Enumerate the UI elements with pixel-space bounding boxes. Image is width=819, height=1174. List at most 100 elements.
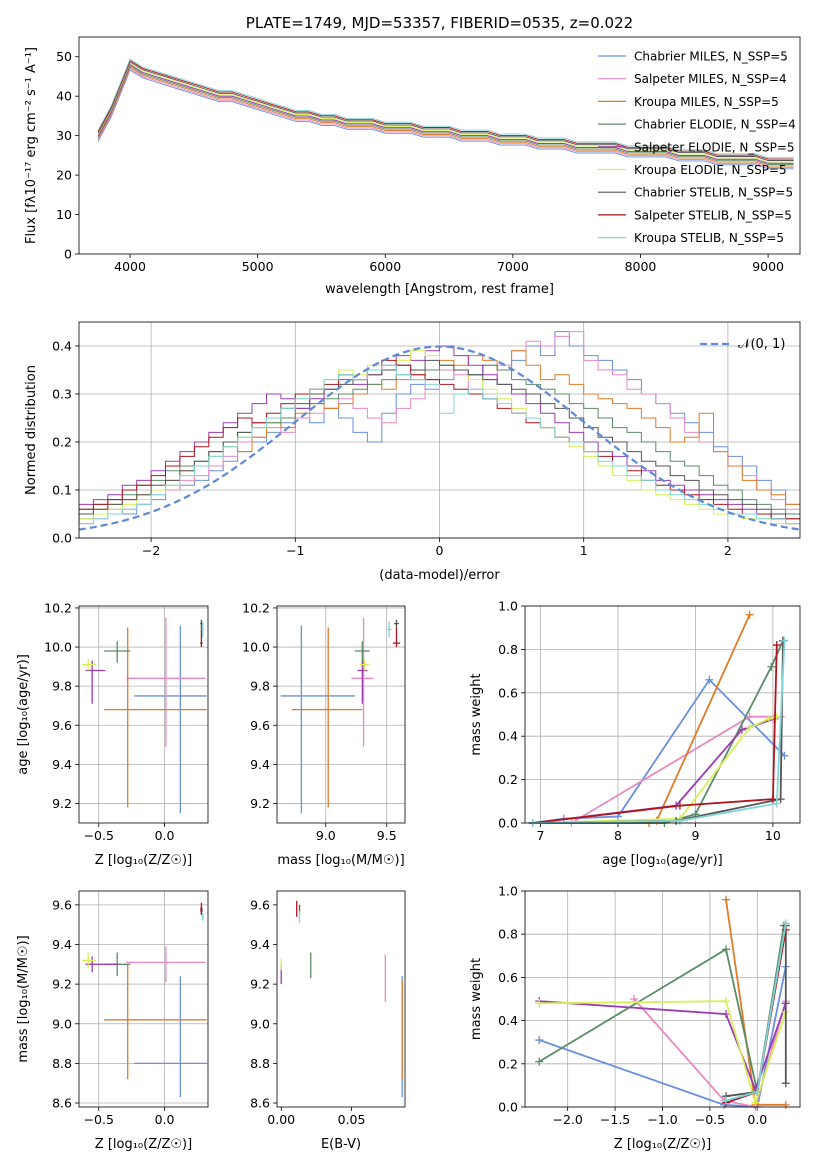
legend-entry: Chabrier MILES, N_SSP=5 bbox=[634, 50, 788, 64]
model-spectrum-line bbox=[97, 58, 794, 159]
y-tick-label: 9.2 bbox=[52, 977, 72, 992]
x-tick-label: −2 bbox=[142, 543, 160, 558]
point-marker bbox=[765, 714, 774, 723]
point-marker bbox=[745, 723, 754, 732]
x-tick-label: −0.5 bbox=[695, 1112, 725, 1127]
panel-5: 7 8 9 10 0.0 0.2 0.4 0.6 0.8 1.0 age [log₁₀(age/yr… bbox=[469, 599, 801, 868]
histogram-step bbox=[79, 364, 800, 538]
panel-7: 0.00 0.05 8.6 8.8 9.0 9.2 9.4 9.6 E(B-V) bbox=[250, 890, 406, 1152]
mass-weight-plot bbox=[535, 895, 790, 1111]
x-tick-label: −0.5 bbox=[84, 828, 114, 843]
y-tick-label: 9.4 bbox=[52, 757, 72, 772]
x-axis-label: Z [log₁₀(Z/Z☉)] bbox=[95, 1137, 192, 1152]
x-tick-label: 7000 bbox=[497, 259, 529, 274]
errorbar-point bbox=[85, 660, 106, 704]
point-marker bbox=[772, 799, 781, 808]
x-tick-label: 10 bbox=[765, 828, 781, 843]
histogram-step bbox=[79, 359, 800, 538]
y-tick-label: 10.0 bbox=[242, 640, 270, 655]
y-tick-label: 9.0 bbox=[250, 1016, 270, 1031]
point-marker bbox=[675, 816, 684, 825]
y-tick-label: 10.2 bbox=[44, 600, 72, 615]
point-marker bbox=[722, 1096, 731, 1105]
mass-weight-line bbox=[633, 998, 787, 1109]
y-tick-label: 9.4 bbox=[250, 937, 270, 952]
point-marker bbox=[781, 1100, 790, 1109]
errorbar-point bbox=[200, 627, 203, 648]
model-spectrum-line bbox=[97, 66, 794, 167]
errorbar-point bbox=[126, 946, 206, 983]
legend-entry: Salpeter MILES, N_SSP=4 bbox=[634, 72, 787, 86]
point-marker bbox=[535, 1036, 544, 1045]
x-axis-label: mass [log₁₀(M/M☉)] bbox=[277, 853, 404, 868]
point-marker bbox=[781, 1079, 790, 1088]
point-marker bbox=[675, 801, 684, 810]
y-tick-label: 9.6 bbox=[250, 897, 270, 912]
mass-weight-line bbox=[725, 899, 786, 1106]
y-tick-label: 9.4 bbox=[52, 937, 72, 952]
errorbar-point bbox=[134, 976, 207, 1098]
point-marker bbox=[705, 675, 714, 684]
y-tick-label: 8.8 bbox=[250, 1056, 270, 1071]
model-spectrum-line bbox=[97, 68, 794, 168]
y-tick-label: 9.0 bbox=[52, 1016, 72, 1031]
model-spectrum-line bbox=[97, 63, 794, 164]
x-tick-label: 9.5 bbox=[377, 828, 397, 843]
mass-weight-line bbox=[539, 1000, 787, 1106]
x-tick-label: 2 bbox=[724, 543, 732, 558]
y-tick-label: 0.0 bbox=[52, 531, 72, 546]
y-tick-label: 8.6 bbox=[52, 1096, 72, 1111]
errorbar-point bbox=[104, 964, 207, 1080]
y-tick-label: 9.2 bbox=[250, 796, 270, 811]
errorbar-point bbox=[104, 627, 207, 808]
legend-entry: Kroupa MILES, N_SSP=5 bbox=[634, 95, 779, 109]
y-tick-label: 1.0 bbox=[498, 599, 518, 614]
y-axis-label: Flux [fλ10⁻¹⁷ erg cm⁻² s⁻¹ A⁻¹] bbox=[24, 47, 39, 244]
y-tick-label: 40 bbox=[56, 89, 72, 104]
x-tick-label: 0.05 bbox=[338, 1112, 366, 1127]
x-tick-label: 9000 bbox=[752, 259, 784, 274]
panel-3: −0.5 0.0 9.2 9.4 9.6 9.8 10.0 10.2 Z [log₁₀(Z/Z☉… bbox=[16, 600, 209, 868]
errorbar-point bbox=[291, 627, 363, 808]
y-tick-label: 0.6 bbox=[498, 970, 518, 985]
point-marker bbox=[780, 636, 789, 645]
errorbar-point bbox=[85, 956, 119, 973]
x-tick-label: 9 bbox=[691, 828, 699, 843]
point-marker bbox=[751, 1098, 760, 1107]
errorbar-point bbox=[392, 627, 401, 648]
x-axis-label: Z [log₁₀(Z/Z☉)] bbox=[95, 853, 192, 868]
point-marker bbox=[767, 662, 776, 671]
legend-entry: Salpeter ELODIE, N_SSP=5 bbox=[634, 140, 795, 154]
y-tick-label: 0.0 bbox=[498, 1100, 518, 1115]
y-tick-label: 50 bbox=[56, 49, 72, 64]
x-tick-label: 0.00 bbox=[267, 1112, 295, 1127]
axes-frame bbox=[276, 605, 406, 824]
errorbar-point bbox=[201, 621, 205, 638]
figure-layer: 4000 5000 6000 7000 8000 900001020304050PLATE… bbox=[16, 14, 801, 1152]
axes-frame bbox=[78, 890, 209, 1108]
y-tick-label: 0.4 bbox=[498, 1013, 518, 1028]
x-axis-label: (data-model)/error bbox=[379, 568, 500, 583]
x-tick-label: 5000 bbox=[242, 259, 274, 274]
errorbar-point bbox=[280, 625, 356, 814]
panel-4: 9.0 9.5 9.2 9.4 9.6 9.8 10.0 10.2 mass [log₁₀(M/… bbox=[242, 600, 406, 868]
panel-6: −0.5 0.0 8.6 8.8 9.0 9.2 9.4 9.6 Z [log₁₀(Z/Z☉)]… bbox=[16, 890, 209, 1152]
y-tick-label: 0.2 bbox=[498, 772, 518, 787]
errorbar-point bbox=[201, 912, 205, 921]
point-marker bbox=[722, 1010, 731, 1019]
errorbar-point bbox=[200, 902, 203, 915]
mass-weight-line bbox=[725, 929, 787, 1104]
axes-frame bbox=[78, 605, 209, 824]
point-marker bbox=[776, 795, 785, 804]
point-marker bbox=[745, 610, 754, 619]
spectrum-plot bbox=[97, 58, 794, 170]
x-tick-label: 0.0 bbox=[747, 1112, 767, 1127]
errorbar-point bbox=[355, 641, 370, 663]
point-marker bbox=[768, 795, 777, 804]
y-tick-label: 9.4 bbox=[250, 757, 270, 772]
point-marker bbox=[535, 999, 544, 1008]
normal-curve bbox=[79, 345, 800, 531]
y-tick-label: 0.6 bbox=[498, 685, 518, 700]
y-tick-label: 9.2 bbox=[250, 977, 270, 992]
